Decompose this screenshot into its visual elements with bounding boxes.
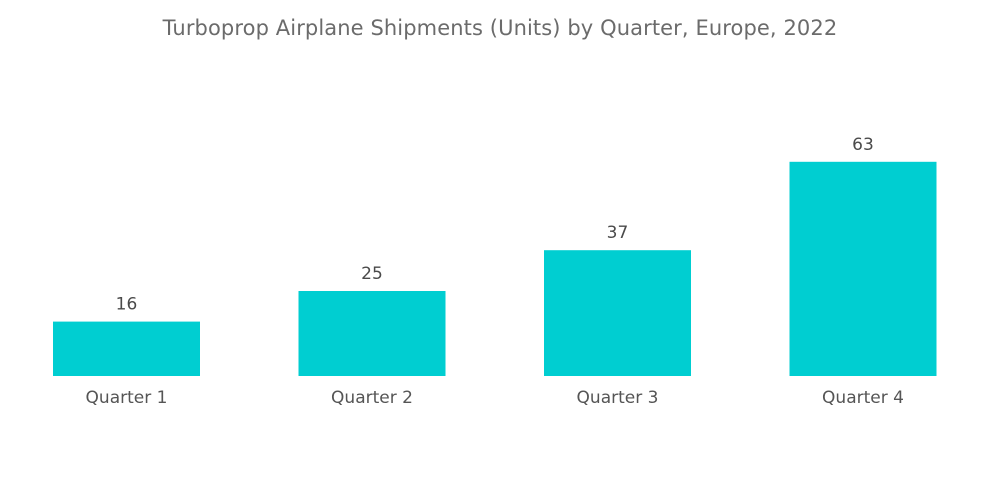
bar-quarter-3 xyxy=(544,250,691,376)
tick-label-quarter-1: Quarter 1 xyxy=(86,388,168,408)
data-label-quarter-3: 37 xyxy=(607,223,629,243)
data-label-quarter-1: 16 xyxy=(116,295,138,315)
bar-quarter-1 xyxy=(53,321,200,376)
tick-label-quarter-4: Quarter 4 xyxy=(822,388,904,408)
bar-quarter-4 xyxy=(789,161,937,376)
data-label-quarter-4: 63 xyxy=(852,135,874,155)
tick-label-quarter-3: Quarter 3 xyxy=(577,388,659,408)
tick-label-quarter-2: Quarter 2 xyxy=(331,388,413,408)
data-label-quarter-2: 25 xyxy=(361,264,383,284)
chart-title: Turboprop Airplane Shipments (Units) by … xyxy=(162,16,838,40)
labels-layer: 16 Quarter 1 25 Quarter 2 37 Quarter 3 63 Quart… xyxy=(86,135,904,408)
bar-quarter-2 xyxy=(298,291,446,376)
bars-layer xyxy=(53,161,937,376)
